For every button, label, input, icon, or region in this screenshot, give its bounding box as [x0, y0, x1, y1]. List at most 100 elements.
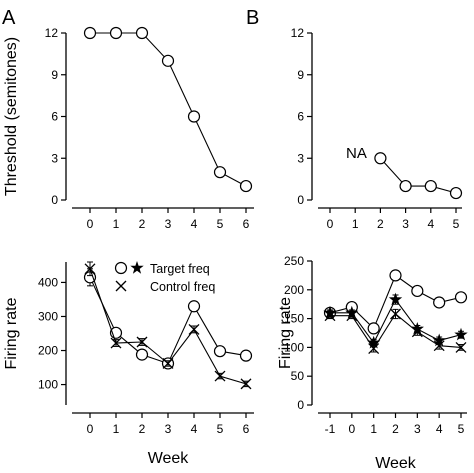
y-tick-label: 12	[291, 26, 305, 40]
legend-circle-marker	[114, 261, 128, 275]
y-tick-label: 0	[297, 398, 304, 412]
y-tick-label: 250	[284, 254, 304, 268]
x-tick-label: 0	[348, 422, 355, 436]
y-tick-label: 3	[51, 151, 58, 165]
series-line	[379, 157, 457, 194]
point-circle	[135, 348, 149, 361]
point-circle	[187, 300, 201, 313]
legend-control-label: Control freq	[150, 280, 215, 294]
point-star	[367, 335, 381, 349]
point-cross	[346, 310, 358, 322]
legend-target-label: Target freq	[150, 262, 210, 276]
x-tick-label: 1	[113, 217, 120, 231]
x-tick-label: 3	[165, 422, 172, 436]
x-tick-label: 3	[414, 422, 421, 436]
series-cross-1	[84, 261, 252, 390]
x-tick-label: -1	[325, 422, 336, 436]
panel-label-a: A	[2, 7, 16, 29]
y-tick-label: 0	[297, 193, 304, 207]
point-cross	[214, 370, 226, 382]
point-star	[454, 327, 468, 341]
series-cross-2	[324, 308, 467, 355]
point-circle	[367, 322, 380, 335]
point-circle	[239, 179, 253, 193]
x-tick-label: 6	[243, 422, 250, 436]
point-circle	[187, 110, 201, 123]
y-tick-label: 12	[45, 26, 59, 40]
y-tick-label: 50	[291, 369, 305, 383]
point-star	[388, 292, 403, 306]
x-tick-label: 2	[139, 217, 146, 231]
point-cross	[240, 378, 252, 390]
x-tick-label: 4	[427, 217, 434, 231]
x-tick-label: 5	[453, 217, 460, 231]
point-cross	[136, 336, 148, 348]
y-tick-label: 200	[284, 283, 304, 297]
point-circle	[109, 26, 123, 40]
x-tick-label: 1	[113, 422, 120, 436]
series-circle-0	[374, 152, 463, 200]
legend: Target freq Control freq	[114, 261, 215, 294]
y-tick-label: 150	[284, 312, 304, 326]
point-star	[345, 305, 359, 319]
y-tick-label: 3	[297, 151, 304, 165]
point-circle	[374, 152, 387, 165]
y-axis-label: Threshold (semitones)	[3, 37, 20, 196]
x-tick-label: 2	[377, 217, 384, 231]
x-tick-label: 5	[217, 217, 224, 231]
y-tick-label: 200	[38, 344, 58, 358]
point-cross	[84, 263, 96, 275]
point-cross	[188, 323, 200, 335]
x-tick-label: 5	[458, 422, 465, 436]
y-axis-label: Firing rate	[3, 297, 20, 369]
point-circle	[239, 349, 253, 362]
point-cross	[390, 308, 401, 320]
point-cross	[162, 358, 174, 369]
point-star	[432, 333, 446, 347]
point-cross	[411, 326, 423, 338]
point-cross	[455, 341, 467, 353]
y-tick-label: 400	[38, 275, 58, 289]
point-circle	[83, 26, 97, 40]
y-tick-label: 100	[38, 378, 58, 392]
x-tick-label: 1	[370, 422, 377, 436]
y-tick-label: 0	[51, 193, 58, 207]
x-tick-label: 2	[139, 422, 146, 436]
x-tick-label: 1	[352, 217, 359, 231]
y-tick-label: 9	[297, 68, 304, 82]
x-tick-label: 6	[243, 217, 250, 231]
point-circle	[454, 291, 468, 304]
x-axis-label: Week	[148, 450, 190, 467]
x-tick-label: 3	[402, 217, 409, 231]
x-tick-label: 4	[191, 422, 198, 436]
series-circle-0	[83, 26, 253, 193]
point-circle	[399, 179, 412, 193]
x-axis-label: Week	[375, 455, 417, 472]
point-circle	[161, 54, 175, 67]
x-tick-label: 4	[436, 422, 443, 436]
point-circle	[213, 345, 227, 358]
y-tick-label: 9	[51, 68, 58, 82]
x-tick-label: 4	[191, 217, 198, 231]
point-circle	[449, 186, 463, 200]
chart-B-bottom: 0 50 100 150 200 250 -1 0 1 2 3 4 5 Firing rate Week	[277, 254, 468, 472]
x-tick-label: 2	[392, 422, 399, 436]
point-circle	[213, 166, 227, 179]
y-tick-label: 100	[284, 340, 304, 354]
point-cross	[324, 310, 336, 322]
point-cross	[110, 337, 122, 349]
panel-label-b: B	[246, 7, 259, 29]
point-circle	[411, 284, 424, 298]
x-tick-label: 3	[165, 217, 172, 231]
point-circle	[389, 269, 402, 282]
x-tick-label: 0	[87, 217, 94, 231]
point-star	[323, 305, 337, 319]
legend-cross-marker	[115, 280, 127, 292]
x-tick-label: 0	[87, 422, 94, 436]
point-circle	[433, 296, 446, 309]
y-tick-label: 6	[51, 110, 58, 124]
x-tick-label: 5	[217, 422, 224, 436]
